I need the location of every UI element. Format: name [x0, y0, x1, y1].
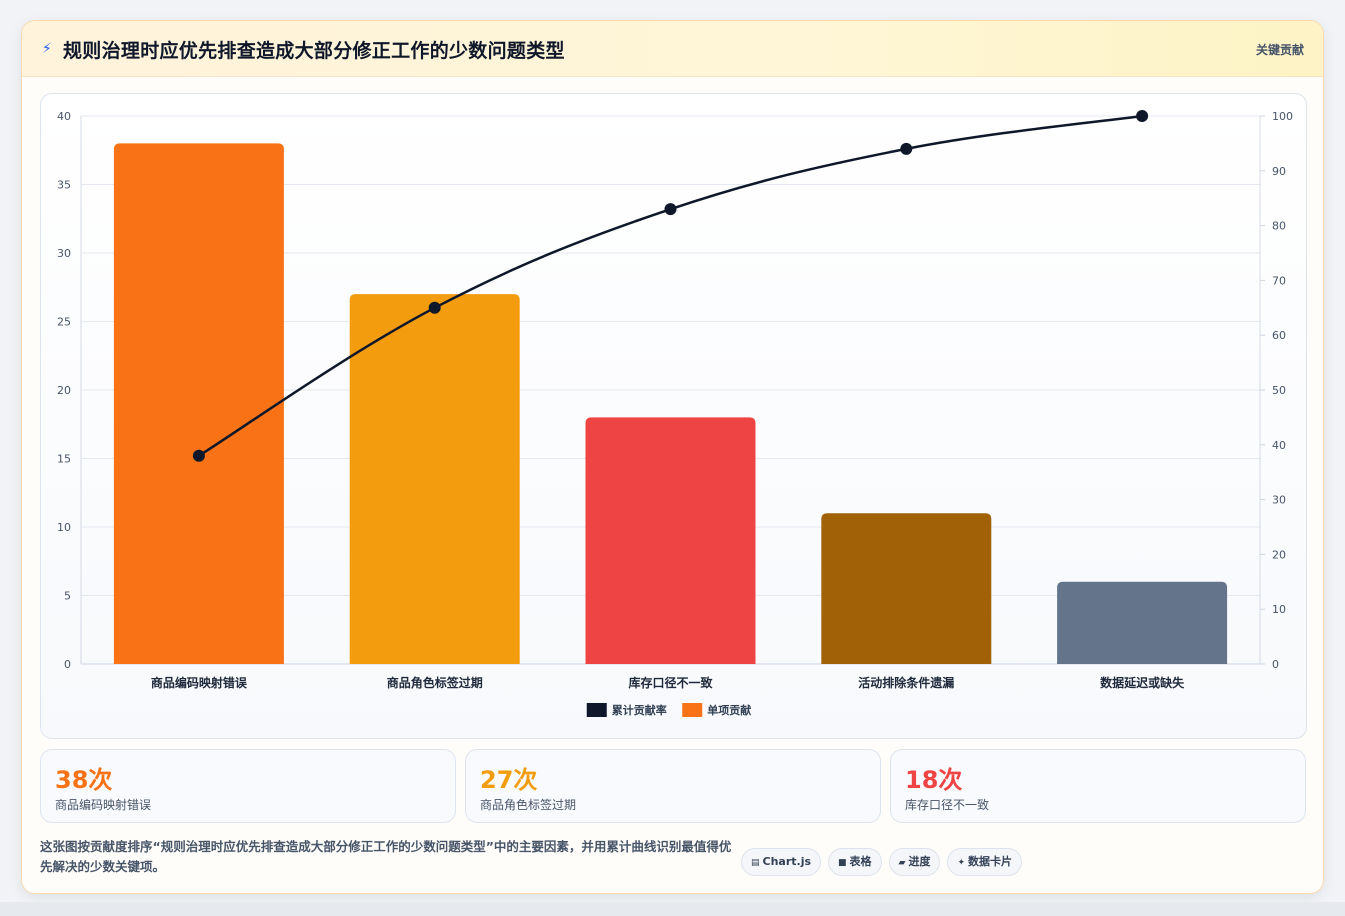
y-tick-label: 10: [57, 521, 71, 534]
cumulative-point: [900, 142, 913, 155]
stat-label: 商品编码映射错误: [55, 798, 152, 812]
stat-card: 27次 商品角色标签过期: [465, 749, 881, 823]
stat-label: 库存口径不一致: [905, 798, 990, 812]
y-tick-label: 35: [57, 179, 71, 192]
table-icon: ■: [838, 858, 847, 868]
stat-cards: 38次 商品编码映射错误 27次 商品角色标签过期 18次 库存口径不一致: [40, 749, 1307, 823]
y2-tick-label: 60: [1272, 329, 1286, 342]
y2-tick-label: 100: [1272, 110, 1293, 123]
chart-icon: ▤: [751, 858, 760, 868]
legend-label: 单项贡献: [707, 703, 751, 717]
cumulative-line: [198, 114, 1143, 457]
pill-data-card[interactable]: ✦ 数据卡片: [947, 848, 1023, 876]
y2-tick-label: 20: [1272, 548, 1286, 561]
chart-panel: 0 5 10 15 20 25 30 35 40 0 10 20 30 40 50 60 70 80 90 100 商品…: [40, 93, 1307, 739]
pill-table[interactable]: ■ 表格: [828, 848, 882, 876]
cumulative-point: [428, 301, 441, 314]
sparkle-icon: ✦: [957, 858, 966, 868]
y2-tick-label: 0: [1272, 658, 1279, 671]
stat-value: 18次: [905, 766, 963, 794]
bar-2: [349, 294, 520, 664]
stat-label: 商品角色标签过期: [480, 798, 577, 812]
pill-label: 进度: [908, 855, 931, 868]
x-tick-label: 库存口径不一致: [628, 675, 713, 690]
pill-label: Chart.js: [762, 855, 812, 868]
tag-pills: ▤ Chart.js ■ 表格 ▰ 进度 ✦ 数据卡片: [741, 848, 1029, 878]
pareto-chart: 0 5 10 15 20 25 30 35 40 0 10 20 30 40 50 60 70 80 90 100 商品…: [57, 110, 1293, 717]
cumulative-point: [664, 203, 677, 216]
pill-progress[interactable]: ▰ 进度: [888, 848, 941, 876]
y2-tick-label: 10: [1272, 603, 1286, 616]
y-tick-label: 20: [57, 384, 71, 397]
y-tick-label: 25: [57, 316, 71, 329]
y2-tick-label: 90: [1272, 165, 1286, 178]
y2-tick-label: 40: [1272, 439, 1286, 452]
pill-label: 数据卡片: [968, 855, 1013, 868]
card-header: ⚡ 规则治理时应优先排查造成大部分修正工作的少数问题类型 关键贡献: [22, 21, 1323, 77]
y-tick-label: 30: [57, 247, 71, 260]
chart-title: 规则治理时应优先排查造成大部分修正工作的少数问题类型: [63, 40, 565, 62]
x-tick-label: 数据延迟或缺失: [1100, 675, 1185, 690]
cumulative-point: [192, 449, 205, 462]
stat-value: 27次: [480, 766, 538, 794]
bar-1: [113, 143, 284, 664]
y2-tick-label: 30: [1272, 494, 1286, 507]
legend-swatch: [586, 703, 607, 717]
y2-tick-label: 50: [1272, 384, 1286, 397]
legend-label: 累计贡献率: [612, 703, 667, 717]
progress-icon: ▰: [898, 858, 906, 868]
lightning-icon: ⚡: [42, 41, 52, 57]
stat-card: 38次 商品编码映射错误: [40, 749, 456, 823]
y-tick-label: 40: [57, 110, 71, 123]
chart-description: 这张图按贡献度排序“规则治理时应优先排查造成大部分修正工作的少数问题类型”中的主…: [40, 839, 732, 874]
y2-tick-label: 70: [1272, 274, 1286, 287]
y-tick-label: 5: [64, 590, 71, 603]
cumulative-point: [1136, 110, 1149, 122]
x-tick-label: 商品角色标签过期: [387, 675, 483, 690]
stat-value: 38次: [55, 766, 113, 794]
page-bottom-strip: [0, 902, 1345, 916]
pill-chartjs[interactable]: ▤ Chart.js: [741, 848, 822, 876]
bar-5: [1057, 581, 1228, 664]
legend-swatch: [682, 703, 703, 717]
x-tick-label: 活动排除条件遗漏: [858, 675, 954, 690]
header-tag: 关键贡献: [1255, 43, 1304, 57]
bar-4: [821, 513, 992, 664]
bar-3: [585, 417, 756, 664]
chart-card: ⚡ 规则治理时应优先排查造成大部分修正工作的少数问题类型 关键贡献 0 5 10 15…: [21, 20, 1324, 894]
y2-tick-label: 80: [1272, 220, 1286, 233]
x-tick-label: 商品编码映射错误: [151, 675, 248, 690]
y-tick-label: 0: [64, 658, 71, 671]
pill-label: 表格: [849, 855, 872, 868]
y-tick-label: 15: [57, 453, 71, 466]
stat-card: 18次 库存口径不一致: [890, 749, 1306, 823]
